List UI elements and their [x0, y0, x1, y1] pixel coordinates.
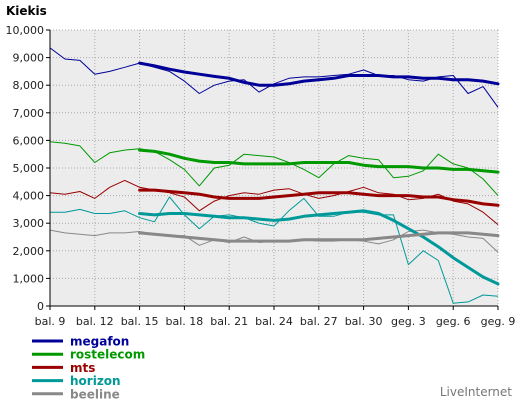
y-tick-label: 8,000 — [13, 79, 45, 92]
y-tick-label: 3,000 — [13, 217, 45, 230]
y-tick-label: 0 — [37, 300, 44, 313]
x-tick-label: bal. 12 — [76, 315, 114, 328]
x-tick-label: bal. 27 — [300, 315, 338, 328]
x-tick-label: bal. 21 — [210, 315, 248, 328]
beeline-trend-line — [138, 231, 500, 243]
y-axis-ticks: 0 1,000 2,000 3,000 4,000 5,000 6,000 7,000 8,00… — [6, 24, 50, 313]
megafon-trend-line — [138, 61, 500, 87]
series-lines — [49, 47, 500, 304]
y-tick-label: 5,000 — [13, 162, 45, 175]
x-tick-label: bal. 24 — [255, 315, 293, 328]
horizon-trend-line — [138, 209, 500, 286]
credit-text: LiveInternet — [440, 385, 512, 399]
legend-label-rostelecom: rostelecom — [70, 348, 145, 362]
legend-label-beeline: beeline — [70, 387, 120, 401]
x-axis-ticks: bal. 9 bal. 12 bal. 15 bal. 18 bal. 21 bal. 2… — [35, 306, 516, 328]
y-tick-label: 6,000 — [13, 134, 45, 147]
y-tick-label: 2,000 — [13, 245, 45, 258]
x-tick-label: bal. 9 — [35, 315, 66, 328]
y-tick-label: 9,000 — [13, 52, 45, 65]
legend-label-horizon: horizon — [70, 374, 121, 388]
x-tick-label: geg. 6 — [436, 315, 471, 328]
horizon-daily-line — [50, 196, 499, 304]
y-tick-label: 4,000 — [13, 190, 45, 203]
rostelecom-daily-line — [49, 141, 499, 196]
y-tick-label: 1,000 — [13, 272, 45, 285]
x-tick-label: geg. 9 — [481, 315, 516, 328]
rostelecom-trend-line — [138, 148, 500, 174]
y-tick-label: 10,000 — [6, 24, 45, 37]
x-tick-label: bal. 15 — [121, 315, 159, 328]
legend-label-megafon: megafon — [70, 335, 129, 349]
chart-title: Kiekis — [6, 4, 47, 18]
x-tick-label: bal. 30 — [345, 315, 383, 328]
mts-trend-line — [138, 188, 500, 207]
x-tick-label: geg. 3 — [391, 315, 426, 328]
x-tick-label: bal. 18 — [166, 315, 204, 328]
y-tick-label: 7,000 — [13, 107, 45, 120]
legend-label-mts: mts — [70, 361, 95, 375]
